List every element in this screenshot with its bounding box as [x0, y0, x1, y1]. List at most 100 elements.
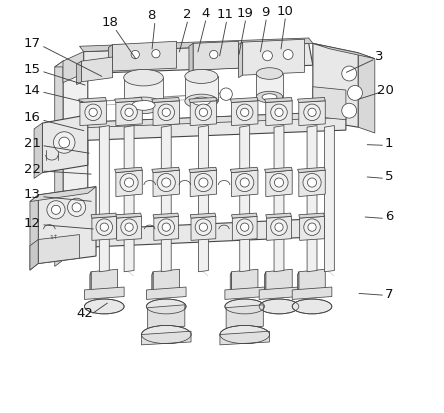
- Polygon shape: [38, 235, 79, 263]
- Text: 5: 5: [385, 170, 393, 183]
- Polygon shape: [161, 126, 171, 272]
- Polygon shape: [191, 216, 216, 240]
- Polygon shape: [220, 331, 270, 345]
- Circle shape: [283, 50, 293, 59]
- Polygon shape: [152, 272, 153, 295]
- Polygon shape: [147, 287, 186, 299]
- Ellipse shape: [124, 69, 163, 86]
- Polygon shape: [116, 213, 142, 218]
- Polygon shape: [226, 305, 263, 329]
- Polygon shape: [154, 216, 178, 240]
- Circle shape: [121, 219, 137, 235]
- Circle shape: [271, 219, 287, 235]
- Ellipse shape: [192, 97, 210, 105]
- Polygon shape: [55, 61, 63, 266]
- Polygon shape: [34, 123, 42, 178]
- Polygon shape: [124, 126, 134, 272]
- Polygon shape: [153, 213, 178, 218]
- Polygon shape: [225, 287, 265, 299]
- Polygon shape: [153, 170, 179, 197]
- Polygon shape: [148, 305, 185, 329]
- Ellipse shape: [225, 299, 265, 314]
- Circle shape: [67, 198, 86, 216]
- Ellipse shape: [147, 299, 186, 314]
- Polygon shape: [117, 216, 142, 240]
- Polygon shape: [299, 101, 325, 126]
- Polygon shape: [189, 43, 193, 73]
- Circle shape: [348, 85, 362, 100]
- Polygon shape: [307, 126, 317, 272]
- Polygon shape: [325, 126, 334, 272]
- Circle shape: [210, 50, 218, 59]
- Polygon shape: [84, 287, 124, 299]
- Polygon shape: [190, 213, 216, 218]
- Polygon shape: [189, 167, 217, 173]
- Circle shape: [162, 178, 171, 187]
- Circle shape: [96, 219, 113, 235]
- Ellipse shape: [259, 299, 299, 314]
- Circle shape: [157, 173, 175, 192]
- Ellipse shape: [132, 100, 155, 110]
- Polygon shape: [231, 101, 258, 126]
- Text: 10: 10: [276, 5, 293, 18]
- Polygon shape: [63, 61, 88, 260]
- Text: 11: 11: [217, 8, 234, 21]
- Text: 17: 17: [24, 37, 40, 50]
- Text: 20: 20: [377, 83, 393, 97]
- Polygon shape: [299, 269, 325, 292]
- Polygon shape: [230, 167, 258, 173]
- Polygon shape: [38, 187, 96, 263]
- Polygon shape: [266, 170, 292, 197]
- Circle shape: [308, 108, 316, 116]
- Circle shape: [47, 201, 65, 219]
- Circle shape: [52, 205, 60, 214]
- Polygon shape: [63, 112, 346, 141]
- Circle shape: [274, 178, 284, 187]
- Polygon shape: [55, 61, 88, 67]
- Text: 4: 4: [201, 7, 210, 20]
- Circle shape: [241, 223, 249, 231]
- Polygon shape: [92, 216, 117, 240]
- Polygon shape: [79, 38, 313, 52]
- Circle shape: [237, 219, 253, 235]
- Polygon shape: [266, 269, 292, 292]
- Polygon shape: [63, 52, 83, 83]
- Text: 14: 14: [24, 83, 40, 97]
- Circle shape: [100, 223, 108, 231]
- Circle shape: [162, 223, 170, 231]
- Polygon shape: [91, 213, 117, 218]
- Polygon shape: [42, 115, 88, 173]
- Polygon shape: [116, 170, 142, 197]
- Polygon shape: [82, 57, 113, 82]
- Circle shape: [158, 104, 174, 121]
- Circle shape: [162, 108, 170, 116]
- Text: 7: 7: [385, 287, 393, 301]
- Text: 22: 22: [24, 163, 40, 176]
- Polygon shape: [259, 287, 299, 299]
- Text: 1: 1: [385, 137, 393, 150]
- Polygon shape: [90, 272, 91, 295]
- Polygon shape: [240, 126, 250, 272]
- Polygon shape: [30, 187, 96, 202]
- Circle shape: [121, 104, 137, 121]
- Polygon shape: [115, 167, 142, 173]
- Polygon shape: [265, 97, 292, 102]
- Circle shape: [199, 108, 207, 116]
- Circle shape: [342, 66, 357, 81]
- Polygon shape: [292, 287, 332, 299]
- Ellipse shape: [185, 69, 218, 83]
- Circle shape: [275, 223, 283, 231]
- Polygon shape: [266, 213, 291, 218]
- Ellipse shape: [124, 97, 163, 114]
- Polygon shape: [299, 213, 325, 218]
- Circle shape: [308, 178, 317, 187]
- Polygon shape: [83, 229, 92, 252]
- Polygon shape: [116, 101, 142, 126]
- Circle shape: [342, 103, 357, 118]
- Polygon shape: [297, 97, 325, 102]
- Circle shape: [120, 173, 138, 192]
- Ellipse shape: [256, 91, 283, 103]
- Polygon shape: [231, 170, 258, 197]
- Polygon shape: [231, 269, 258, 292]
- Polygon shape: [297, 272, 299, 295]
